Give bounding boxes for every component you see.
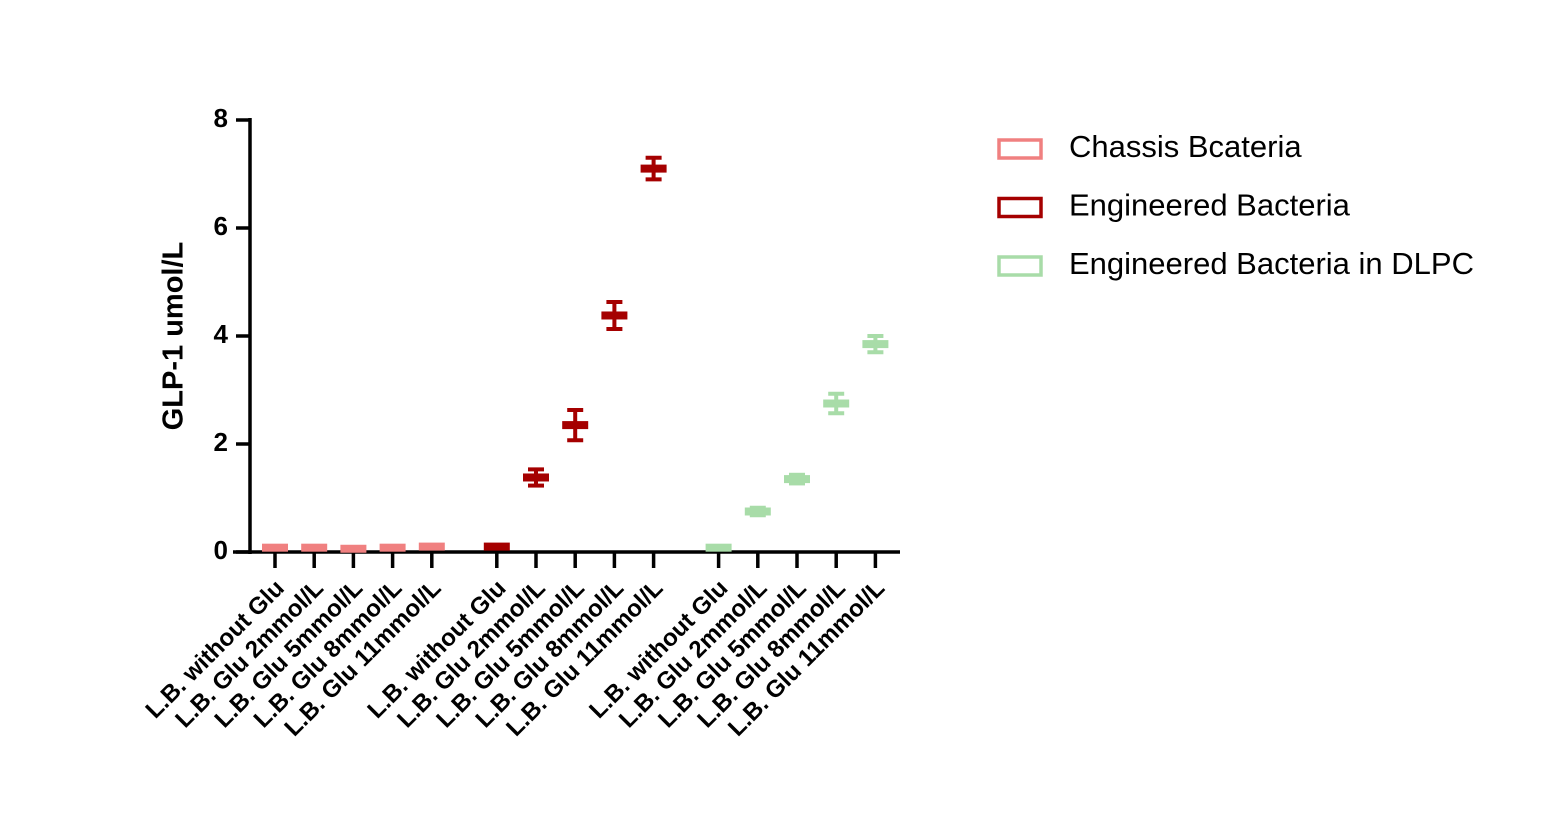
bar <box>262 543 288 552</box>
bar <box>784 475 810 484</box>
bar <box>483 542 510 551</box>
bar <box>340 544 367 553</box>
y-tick-label: 0 <box>214 535 228 565</box>
bar <box>823 399 850 408</box>
bar <box>562 421 589 430</box>
legend-swatch <box>997 138 1043 160</box>
legend-label: Engineered Bacteria in DLPC <box>1069 246 1474 281</box>
bar <box>862 340 889 349</box>
bar <box>601 311 628 320</box>
y-axis-label: GLP-1 umol/L <box>158 242 190 431</box>
bar <box>523 473 549 482</box>
legend-label: Engineered Bacteria <box>1069 188 1351 223</box>
y-tick-label: 2 <box>214 427 228 457</box>
bar <box>379 543 406 552</box>
bar <box>640 164 667 173</box>
y-tick-label: 8 <box>214 103 228 133</box>
y-tick-label: 6 <box>214 211 228 241</box>
bar <box>744 507 771 516</box>
legend-swatch <box>997 255 1043 277</box>
y-tick-label: 4 <box>214 319 229 349</box>
bar <box>705 543 732 552</box>
bar <box>301 543 328 552</box>
bar <box>418 542 445 551</box>
legend-label: Chassis Bcateria <box>1069 129 1302 164</box>
legend-swatch <box>997 196 1043 219</box>
